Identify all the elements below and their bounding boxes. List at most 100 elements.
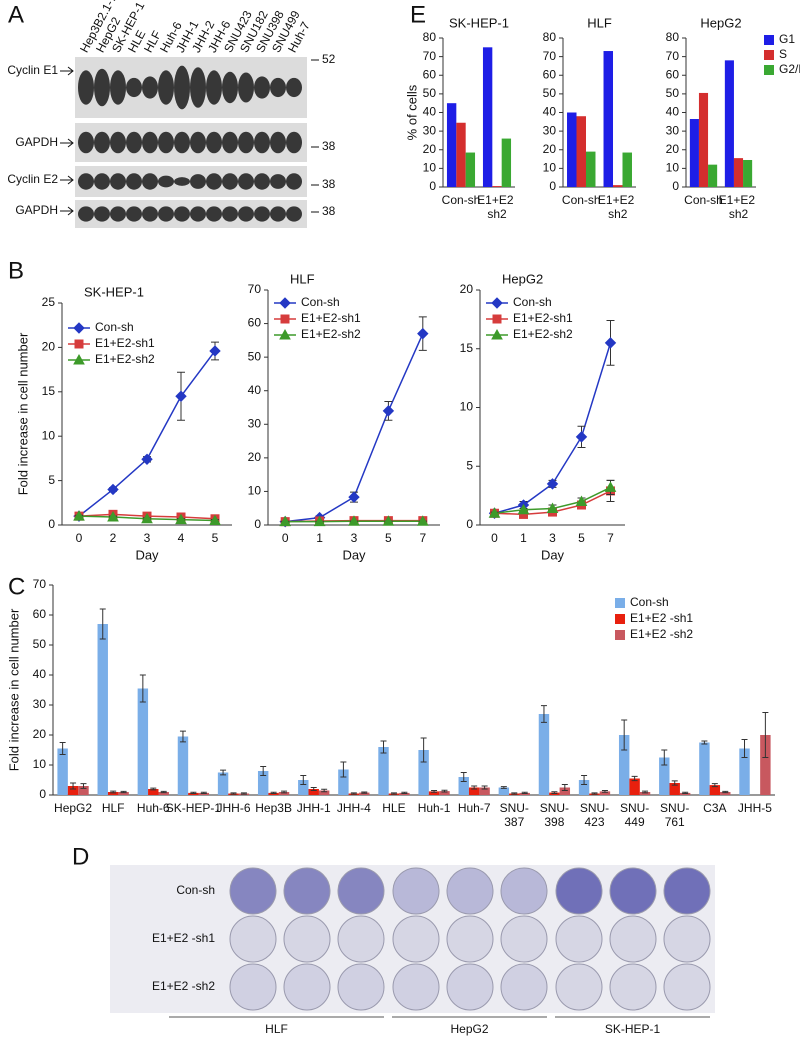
y-tick-label: 20: [666, 142, 680, 156]
marker: [491, 297, 503, 309]
blot-band: [222, 131, 238, 154]
blot-band: [222, 173, 238, 190]
chart-title: SK-HEP-1: [84, 284, 144, 299]
legend-swatch: [764, 50, 774, 60]
legend-label: E1+E2 -sh2: [630, 627, 693, 641]
blot-band: [238, 131, 254, 154]
blot-band: [206, 131, 222, 154]
legend-label: Con-sh: [301, 295, 340, 309]
label-line: 761: [665, 815, 685, 829]
error-bar: [220, 769, 227, 776]
marker: [348, 515, 360, 526]
error-bar: [561, 784, 568, 791]
marker: [141, 512, 153, 524]
blot-band: [206, 206, 222, 222]
y-tick-label: 25: [42, 295, 56, 309]
x-tick-label: C3A: [703, 801, 726, 815]
chart-title: HepG2: [502, 271, 543, 286]
blot-band: [110, 206, 126, 222]
plate: [446, 867, 494, 915]
error-bar: [661, 749, 668, 766]
error-bar: [621, 719, 628, 751]
blot-band: [254, 173, 270, 190]
plate: [337, 915, 385, 963]
plate: [555, 867, 603, 915]
error-bar: [500, 786, 507, 789]
blot-band: [142, 76, 158, 99]
bar: [599, 791, 611, 795]
error-bar: [139, 674, 146, 703]
y-tick-label: 80: [423, 30, 437, 44]
size-marker: 38: [322, 204, 336, 218]
chart-title: HLF: [587, 15, 612, 30]
error-bar: [711, 783, 718, 788]
bar: [498, 787, 510, 795]
y-tick-label: 30: [33, 697, 47, 711]
y-tick-label: 60: [33, 607, 47, 621]
error-bar: [441, 789, 448, 793]
bar: [257, 771, 269, 795]
chart-title: HLF: [290, 271, 315, 286]
label-line: SNU-: [660, 801, 689, 815]
error-bar: [431, 790, 438, 793]
marker: [491, 328, 503, 340]
marker: [546, 502, 559, 514]
marker: [279, 328, 291, 340]
marker: [73, 510, 85, 521]
label-line: SNU-: [540, 801, 569, 815]
bar: [308, 789, 319, 795]
blot-band: [270, 206, 286, 222]
legend-swatch: [615, 614, 625, 624]
bar: [492, 186, 502, 187]
x-tick-label: Huh-6: [137, 801, 170, 815]
bar: [559, 787, 571, 795]
label-line: SNU-: [620, 801, 649, 815]
bar: [724, 60, 734, 187]
bar: [733, 158, 744, 187]
error-bar: [260, 766, 267, 776]
bar: [278, 792, 290, 795]
error-bar: [701, 740, 708, 745]
marker: [107, 483, 119, 496]
blot-row-label: GAPDH: [15, 203, 58, 217]
blot-band: [94, 206, 110, 222]
plate: [500, 963, 548, 1011]
bar: [567, 112, 577, 187]
marker: [604, 337, 617, 349]
blot-band: [158, 131, 174, 154]
error-bar: [642, 790, 649, 794]
bar: [318, 790, 330, 795]
x-tick-label: SNU-398: [540, 801, 569, 829]
marker: [604, 481, 617, 492]
blot-band: [78, 206, 94, 222]
blot-band: [126, 173, 142, 190]
y-tick-label: 70: [666, 49, 680, 63]
blot-band: [190, 174, 206, 189]
blot-band: [254, 76, 270, 99]
marker: [313, 515, 326, 527]
blot-band: [190, 131, 206, 154]
blot-band: [238, 72, 254, 103]
bar: [629, 778, 640, 795]
marker: [382, 515, 395, 526]
blot-band: [94, 173, 110, 190]
blot-band: [270, 77, 286, 98]
plate: [609, 867, 657, 915]
plate: [609, 963, 657, 1011]
y-tick-label: 50: [248, 349, 262, 363]
marker: [209, 345, 221, 357]
blot-band: [286, 77, 302, 98]
legend-label: E1+E2-sh1: [95, 336, 155, 350]
x-tick-label: Con-sh: [562, 193, 601, 207]
legend-label: E1+E2-sh2: [513, 327, 573, 341]
plate: [392, 963, 440, 1011]
error-bar: [281, 790, 288, 794]
x-tick-label: 3: [351, 531, 358, 545]
blot-arrow: [60, 138, 74, 148]
error-bar: [460, 772, 467, 782]
bar: [639, 792, 651, 795]
y-tick-label: 60: [666, 67, 680, 81]
marker: [209, 514, 221, 526]
error-bar: [99, 608, 106, 640]
x-tick-label: HepG2: [54, 801, 92, 815]
